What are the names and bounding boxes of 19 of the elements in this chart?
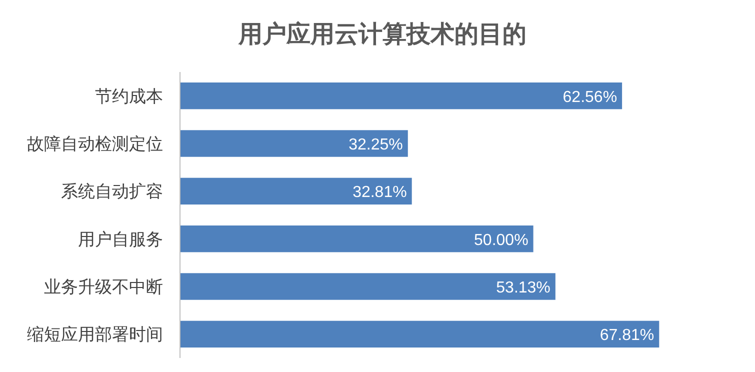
data-label: 67.81% xyxy=(600,327,654,344)
data-label: 50.00% xyxy=(474,232,528,249)
y-tick-label: 业务升级不中断 xyxy=(44,278,163,296)
bar xyxy=(180,273,556,300)
bar xyxy=(180,225,534,252)
y-tick-label: 节约成本 xyxy=(95,86,163,106)
y-tick-label: 系统自动扩容 xyxy=(61,182,163,202)
data-label: 53.13% xyxy=(496,280,550,296)
data-label: 32.81% xyxy=(352,184,407,202)
bar xyxy=(180,178,412,205)
bar xyxy=(180,130,408,157)
bar xyxy=(180,82,622,110)
y-tick-label: 故障自动检测定位 xyxy=(27,134,163,154)
y-tick-label: 缩短应用部署时间 xyxy=(27,325,163,344)
bar xyxy=(180,320,660,348)
y-tick-label: 用户自服务 xyxy=(78,230,163,249)
data-label: 62.56% xyxy=(562,88,618,106)
chart-title: 用户应用云计算技术的目的 xyxy=(238,21,526,48)
data-label: 32.25% xyxy=(348,136,403,154)
